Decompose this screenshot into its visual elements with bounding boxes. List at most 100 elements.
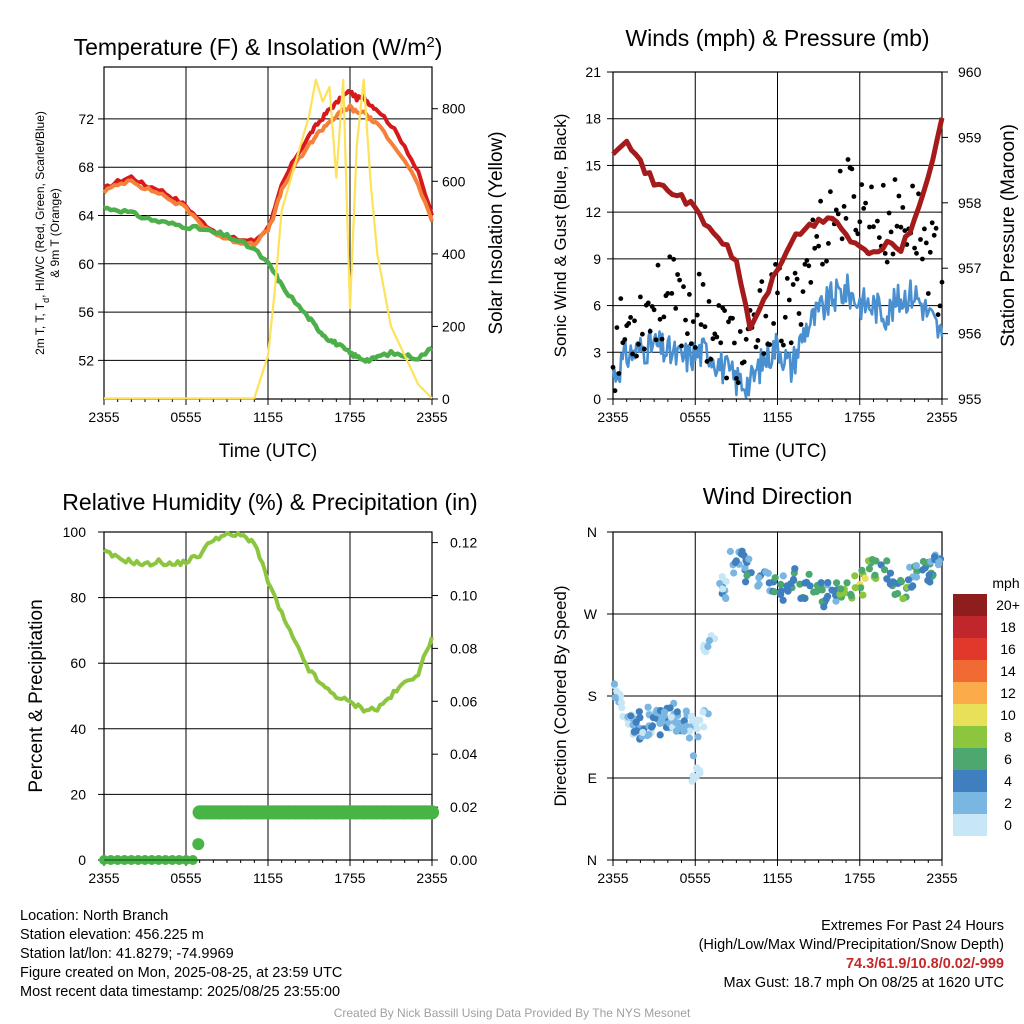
y2-tick-label: 959: [958, 129, 982, 145]
direction-point: [899, 595, 907, 603]
gust-point: [626, 321, 632, 326]
gust-point: [741, 359, 747, 365]
gust-point: [622, 337, 628, 342]
panel-winds: 0 3 6 9 12 15 18 21 955 956 957 958 959 960 2355 0555 11…: [551, 25, 1019, 462]
direction-point: [627, 712, 635, 720]
gust-point: [616, 371, 622, 376]
x-tick-label: 0555: [680, 870, 711, 886]
gust-point: [802, 261, 808, 267]
y2-tick-label: 0.08: [450, 640, 477, 656]
gust-point: [782, 314, 788, 320]
y-tick-label: 18: [585, 111, 601, 127]
gust-point: [771, 321, 776, 326]
direction-point: [613, 687, 621, 695]
gust-point: [786, 297, 792, 303]
y-tick-label: 68: [78, 159, 94, 175]
x-tick-label: 2355: [416, 409, 447, 425]
direction-point: [777, 591, 785, 599]
direction-point: [730, 569, 738, 577]
y-tick-label: 64: [78, 207, 94, 223]
y2-tick-label: 0.12: [450, 535, 477, 551]
gust-point: [718, 340, 724, 346]
direction-point: [686, 727, 694, 735]
direction-point: [689, 752, 698, 760]
gust-point: [647, 328, 653, 334]
colorbar-swatch: [953, 616, 987, 638]
chart-title: Relative Humidity (%) & Precipitation (i…: [62, 489, 477, 515]
series-line-pressure: [611, 117, 945, 331]
direction-point: [680, 727, 688, 735]
y2-tick-label: 0.04: [450, 746, 477, 762]
series-line-insolation: [104, 78, 433, 400]
gust-point: [710, 336, 716, 342]
direction-point: [610, 680, 619, 688]
gust-point: [835, 211, 841, 217]
direction-point: [817, 579, 825, 587]
gust-point: [896, 193, 902, 199]
gust-point: [630, 351, 635, 357]
colorbar-label: 16: [1000, 641, 1016, 657]
gust-point: [814, 234, 820, 239]
gust-point: [669, 291, 675, 296]
created-text: Figure created on Mon, 2025-08-25, at 23…: [20, 965, 343, 981]
gust-point: [667, 254, 673, 260]
series-line-rh: [102, 531, 434, 714]
colorbar-swatch: [953, 792, 987, 814]
gust-point: [694, 312, 700, 318]
gust-point: [724, 375, 729, 381]
gust-point: [800, 289, 806, 294]
gust-point: [634, 353, 639, 359]
gust-point: [833, 207, 839, 213]
direction-point: [805, 570, 813, 578]
colorbar-swatch: [953, 638, 987, 660]
x-axis-label: Time (UTC): [219, 441, 318, 462]
direction-point: [770, 588, 779, 596]
extremes-panel: Extremes For Past 24 Hours (High/Low/Max…: [699, 917, 1004, 993]
max-gust-text: Max Gust: 18.7 mph On 08/25 at 1620 UTC: [723, 975, 1004, 991]
gust-point: [763, 313, 769, 319]
gust-point: [638, 294, 643, 300]
gust-point: [886, 210, 892, 216]
panel-temperature: 52 56 60 64 68 72 0 200 400 600 800 2355 0555 1155 175…: [33, 34, 507, 463]
gust-point: [882, 251, 888, 256]
x-tick-label: 2355: [88, 870, 119, 886]
y2-tick-label: 0.06: [450, 693, 477, 709]
direction-point: [851, 572, 859, 580]
gust-point: [871, 224, 876, 230]
gust-point: [665, 291, 671, 296]
ylabel-subscript: d: [41, 298, 51, 303]
gust-point: [824, 258, 829, 264]
gust-point: [645, 300, 651, 306]
gust-point: [618, 296, 624, 301]
x-tick-label: 1155: [253, 870, 283, 886]
precip-point: [192, 838, 205, 851]
gust-point: [685, 331, 690, 337]
direction-point: [824, 592, 832, 601]
gust-point: [920, 256, 925, 262]
gust-point: [688, 341, 694, 347]
gust-point: [929, 220, 935, 226]
direction-point: [704, 642, 712, 651]
x-tick-label: 2355: [597, 870, 628, 886]
gust-point: [935, 312, 941, 318]
direction-point: [716, 579, 724, 588]
series-line-td: [103, 205, 433, 364]
direction-point: [617, 692, 625, 700]
gust-point: [894, 223, 900, 229]
gust-point: [767, 342, 773, 347]
gust-point: [843, 216, 849, 221]
direction-point: [693, 765, 701, 773]
y-tick-label: 100: [63, 524, 87, 540]
gust-point: [804, 258, 810, 263]
gust-point: [683, 317, 688, 323]
gust-point: [812, 245, 818, 251]
direction-point: [694, 733, 702, 741]
direction-point: [705, 637, 714, 645]
direction-point: [820, 603, 828, 611]
gust-point: [655, 262, 661, 268]
gust-point: [716, 303, 722, 308]
gust-point: [761, 351, 767, 356]
direction-point: [897, 576, 905, 585]
colorbar-swatch: [953, 748, 987, 770]
